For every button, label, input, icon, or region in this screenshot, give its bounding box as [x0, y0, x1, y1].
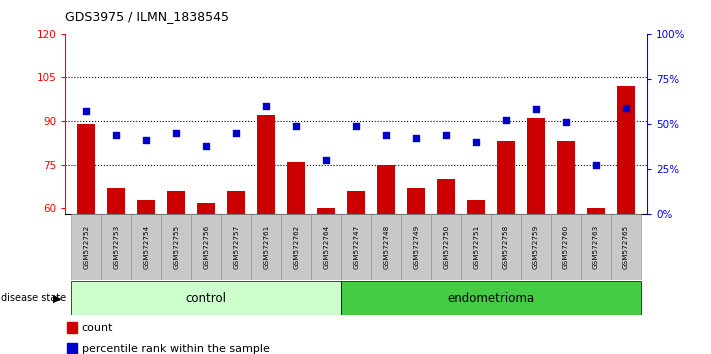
Bar [71, 281, 341, 315]
Text: GSM572753: GSM572753 [113, 225, 119, 269]
Text: GSM572752: GSM572752 [83, 225, 90, 269]
Bar [191, 214, 221, 280]
Bar [587, 209, 605, 214]
Bar [407, 188, 425, 214]
Text: GSM572750: GSM572750 [443, 225, 449, 269]
Bar [71, 214, 102, 280]
Point [261, 103, 272, 109]
Text: disease state: disease state [1, 293, 67, 303]
Bar [341, 281, 641, 315]
Text: percentile rank within the sample: percentile rank within the sample [82, 344, 269, 354]
Text: endometrioma: endometrioma [447, 292, 535, 305]
Point [141, 137, 152, 143]
Bar [67, 321, 77, 333]
Text: GSM572761: GSM572761 [263, 225, 269, 269]
Point [410, 136, 422, 141]
Text: control: control [186, 292, 227, 305]
Bar [311, 214, 341, 280]
Text: GSM572758: GSM572758 [503, 225, 509, 269]
Bar [102, 214, 132, 280]
Bar [611, 214, 641, 280]
Bar [521, 214, 551, 280]
Text: GSM572751: GSM572751 [473, 225, 479, 269]
Point [530, 107, 542, 112]
Point [230, 130, 242, 136]
Bar [67, 343, 77, 354]
Bar [467, 200, 485, 214]
Bar [461, 214, 491, 280]
Text: GSM572757: GSM572757 [233, 225, 240, 269]
Bar [617, 86, 635, 214]
Bar [282, 214, 311, 280]
Text: GSM572754: GSM572754 [144, 225, 149, 269]
Bar [198, 202, 215, 214]
Bar [221, 214, 251, 280]
Bar [581, 214, 611, 280]
Point [560, 119, 572, 125]
Point [81, 108, 92, 114]
Bar [431, 214, 461, 280]
Point [620, 105, 631, 110]
Bar [378, 165, 395, 214]
Point [501, 118, 512, 123]
Bar [251, 214, 282, 280]
Bar [107, 188, 125, 214]
Text: count: count [82, 322, 113, 332]
Bar [287, 162, 305, 214]
Text: GSM572765: GSM572765 [623, 225, 629, 269]
Bar [401, 214, 431, 280]
Point [380, 132, 392, 138]
Point [590, 162, 602, 168]
Bar [527, 118, 545, 214]
Point [111, 132, 122, 138]
Text: GSM572762: GSM572762 [293, 225, 299, 269]
Bar [491, 214, 521, 280]
Point [321, 157, 332, 163]
Text: GSM572755: GSM572755 [173, 225, 179, 269]
Bar [167, 191, 186, 214]
Bar [317, 209, 335, 214]
Text: GSM572748: GSM572748 [383, 225, 389, 269]
Point [440, 132, 451, 138]
Text: GSM572747: GSM572747 [353, 225, 359, 269]
Bar [341, 214, 371, 280]
Text: ▶: ▶ [53, 293, 61, 303]
Bar [132, 214, 161, 280]
Bar [228, 191, 245, 214]
Text: GDS3975 / ILMN_1838545: GDS3975 / ILMN_1838545 [65, 10, 230, 23]
Text: GSM572764: GSM572764 [324, 225, 329, 269]
Bar [161, 214, 191, 280]
Text: GSM572760: GSM572760 [563, 225, 569, 269]
Bar [257, 115, 275, 214]
Bar [497, 141, 515, 214]
Text: GSM572756: GSM572756 [203, 225, 209, 269]
Text: GSM572759: GSM572759 [533, 225, 539, 269]
Point [201, 143, 212, 148]
Point [291, 123, 302, 129]
Bar [371, 214, 401, 280]
Point [351, 123, 362, 129]
Point [471, 139, 482, 145]
Bar [77, 124, 95, 214]
Text: GSM572763: GSM572763 [593, 225, 599, 269]
Bar [347, 191, 365, 214]
Text: GSM572749: GSM572749 [413, 225, 419, 269]
Bar [437, 179, 455, 214]
Bar [557, 141, 575, 214]
Point [171, 130, 182, 136]
Bar [551, 214, 581, 280]
Bar [137, 200, 155, 214]
